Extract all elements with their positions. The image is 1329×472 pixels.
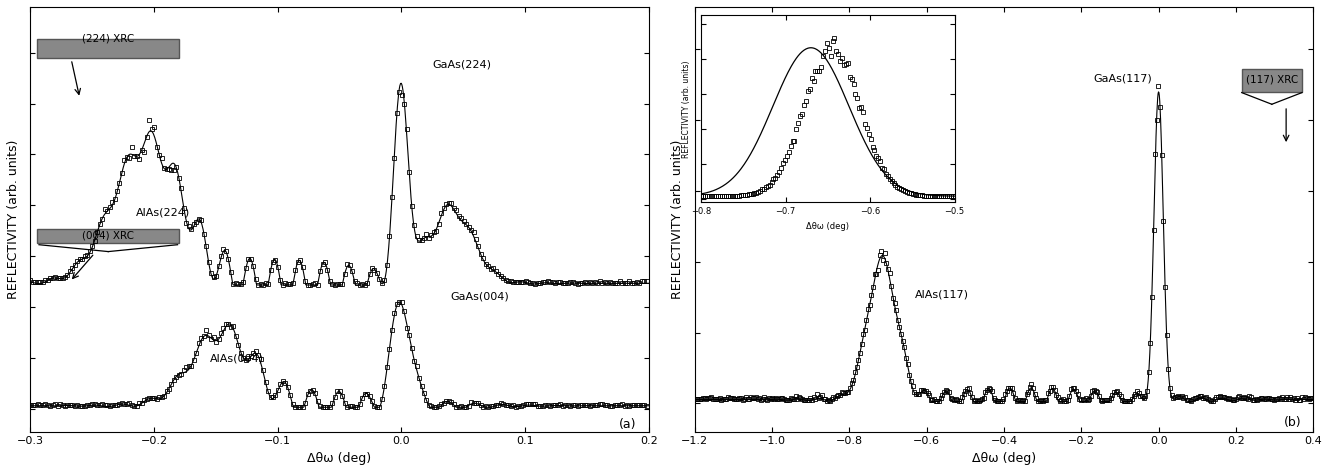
Text: (004) XRC: (004) XRC — [82, 230, 134, 240]
Bar — [36, 229, 179, 244]
Text: GaAs(004): GaAs(004) — [451, 291, 509, 302]
X-axis label: Δθω (deg): Δθω (deg) — [307, 452, 372, 465]
Y-axis label: REFLECTIVITY (arb. units): REFLECTIVITY (arb. units) — [671, 140, 684, 299]
Text: GaAs(117): GaAs(117) — [1092, 73, 1152, 83]
Bar — [1241, 69, 1301, 92]
Text: GaAs(224): GaAs(224) — [432, 60, 492, 70]
Bar — [36, 40, 179, 58]
Text: (224) XRC: (224) XRC — [82, 34, 134, 44]
Text: AlAs(117): AlAs(117) — [916, 289, 969, 299]
Text: AlAs(004): AlAs(004) — [210, 354, 263, 364]
Text: (117) XRC: (117) XRC — [1245, 74, 1298, 84]
Text: (b): (b) — [1284, 416, 1301, 430]
Text: AlAs(224): AlAs(224) — [136, 208, 190, 218]
Text: (a): (a) — [619, 418, 637, 431]
Y-axis label: REFLECTIVITY (arb. units): REFLECTIVITY (arb. units) — [7, 140, 20, 299]
X-axis label: Δθω (deg): Δθω (deg) — [971, 452, 1037, 465]
